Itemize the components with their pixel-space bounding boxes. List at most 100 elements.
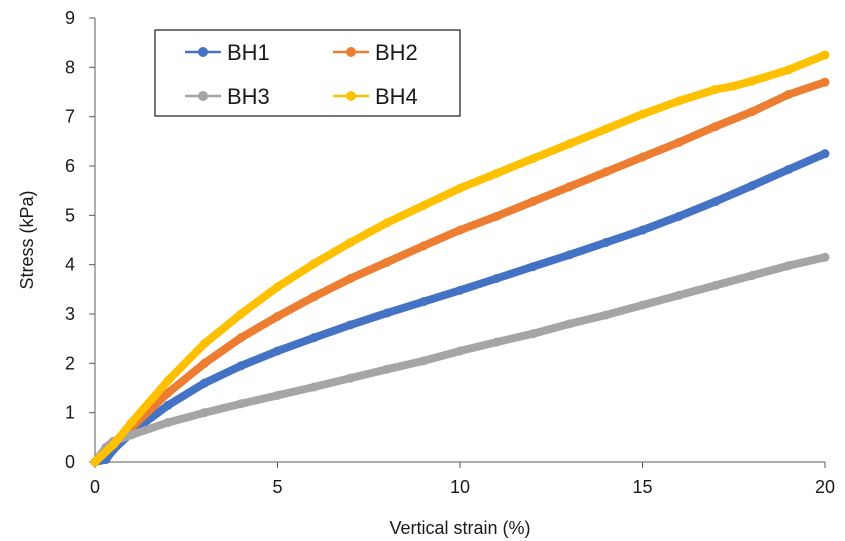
data-point-bh3 <box>200 408 209 418</box>
data-point-bh2 <box>236 333 246 343</box>
series-bh3 <box>90 252 830 467</box>
ticks-layer: 0 1 2 3 4 5 6 7 8 9 0 5 10 15 20 <box>65 8 835 497</box>
data-point-bh3 <box>163 418 173 428</box>
data-point-bh3 <box>747 271 757 281</box>
data-point-bh4 <box>601 124 611 134</box>
data-point-bh1 <box>236 361 246 371</box>
data-point-bh2 <box>163 388 173 398</box>
legend-label: BH2 <box>375 40 418 65</box>
data-point-bh1 <box>528 262 538 272</box>
data-point-bh3 <box>419 356 428 366</box>
y-tick-label: 4 <box>65 255 75 275</box>
data-point-bh2 <box>419 241 428 251</box>
x-tick-label: 5 <box>272 477 282 497</box>
data-point-bh3 <box>674 290 684 300</box>
data-point-bh1 <box>273 346 282 356</box>
data-point-bh4 <box>419 200 428 210</box>
y-tick-label: 0 <box>65 452 75 472</box>
legend-item-bh1: BH1 <box>185 40 270 65</box>
y-tick-label: 6 <box>65 156 75 176</box>
data-point-bh1 <box>674 211 684 221</box>
y-tick-label: 2 <box>65 353 75 373</box>
data-point-bh3 <box>273 390 282 400</box>
y-tick-label: 3 <box>65 304 75 324</box>
data-point-bh2 <box>346 273 355 283</box>
data-point-bh2 <box>492 211 501 221</box>
data-point-bh4 <box>492 168 501 178</box>
data-point-bh1 <box>784 164 793 174</box>
data-point-bh4 <box>820 50 830 60</box>
data-point-bh1 <box>747 181 757 191</box>
legend-swatch-marker <box>198 91 208 101</box>
data-point-bh2 <box>674 137 684 147</box>
data-point-bh4 <box>346 237 355 247</box>
x-tick-label: 0 <box>90 477 100 497</box>
data-point-bh2 <box>784 89 793 99</box>
data-point-bh2 <box>820 77 830 87</box>
data-point-bh1 <box>163 400 173 410</box>
x-tick-label: 10 <box>450 477 470 497</box>
data-point-bh3 <box>711 280 720 290</box>
data-point-bh3 <box>492 337 501 347</box>
data-point-bh3 <box>820 252 830 262</box>
series-line-bh2 <box>91 78 829 466</box>
data-point-bh3 <box>309 382 319 392</box>
data-point-bh4 <box>108 440 118 450</box>
data-point-bh4 <box>711 85 720 95</box>
y-tick-label: 7 <box>65 107 75 127</box>
data-point-bh4 <box>729 81 739 91</box>
data-point-bh3 <box>638 300 647 310</box>
data-point-bh1 <box>565 250 574 260</box>
data-point-bh2 <box>455 225 465 235</box>
legend-item-bh3: BH3 <box>185 84 270 109</box>
data-point-bh2 <box>565 182 574 192</box>
data-point-bh4 <box>382 218 392 228</box>
data-point-bh1 <box>638 225 647 235</box>
data-point-bh1 <box>601 237 611 247</box>
data-point-bh3 <box>455 346 465 356</box>
data-point-bh4 <box>90 457 100 467</box>
data-point-bh4 <box>638 109 647 119</box>
data-point-bh2 <box>711 122 720 132</box>
data-point-bh2 <box>309 292 319 302</box>
legend-swatch-marker <box>198 47 208 57</box>
y-tick-label: 8 <box>65 57 75 77</box>
data-point-bh2 <box>601 167 611 177</box>
data-point-bh2 <box>638 152 647 162</box>
y-tick-label: 9 <box>65 8 75 28</box>
data-point-bh3 <box>601 310 611 320</box>
data-point-bh4 <box>674 96 684 106</box>
legend-box <box>154 29 461 117</box>
legend-swatch-marker <box>346 91 356 101</box>
data-point-bh1 <box>309 333 319 343</box>
series-bh1 <box>90 149 830 467</box>
data-point-bh3 <box>565 319 574 329</box>
data-point-bh4 <box>455 183 465 193</box>
y-axis-title: Stress (kPa) <box>17 190 37 289</box>
legend-label: BH1 <box>227 40 270 65</box>
legend-label: BH3 <box>227 84 270 109</box>
legend-swatch-marker <box>346 47 356 57</box>
data-point-bh2 <box>747 107 757 117</box>
data-point-bh3 <box>346 373 355 383</box>
data-point-bh1 <box>492 273 501 283</box>
data-point-bh2 <box>200 358 209 368</box>
data-point-bh1 <box>820 149 830 159</box>
legend-item-bh2: BH2 <box>333 40 418 65</box>
data-point-bh1 <box>382 308 392 318</box>
x-axis-title: Vertical strain (%) <box>389 518 530 538</box>
data-point-bh3 <box>236 399 246 409</box>
data-point-bh4 <box>784 65 793 75</box>
data-point-bh4 <box>236 309 246 319</box>
data-point-bh4 <box>747 76 757 86</box>
y-tick-label: 1 <box>65 403 75 423</box>
data-point-bh1 <box>200 378 209 388</box>
legend-label: BH4 <box>375 84 418 109</box>
data-point-bh4 <box>565 139 574 149</box>
data-point-bh3 <box>784 261 793 271</box>
data-point-bh2 <box>382 257 392 267</box>
data-point-bh1 <box>346 320 355 330</box>
data-point-bh4 <box>200 339 209 349</box>
